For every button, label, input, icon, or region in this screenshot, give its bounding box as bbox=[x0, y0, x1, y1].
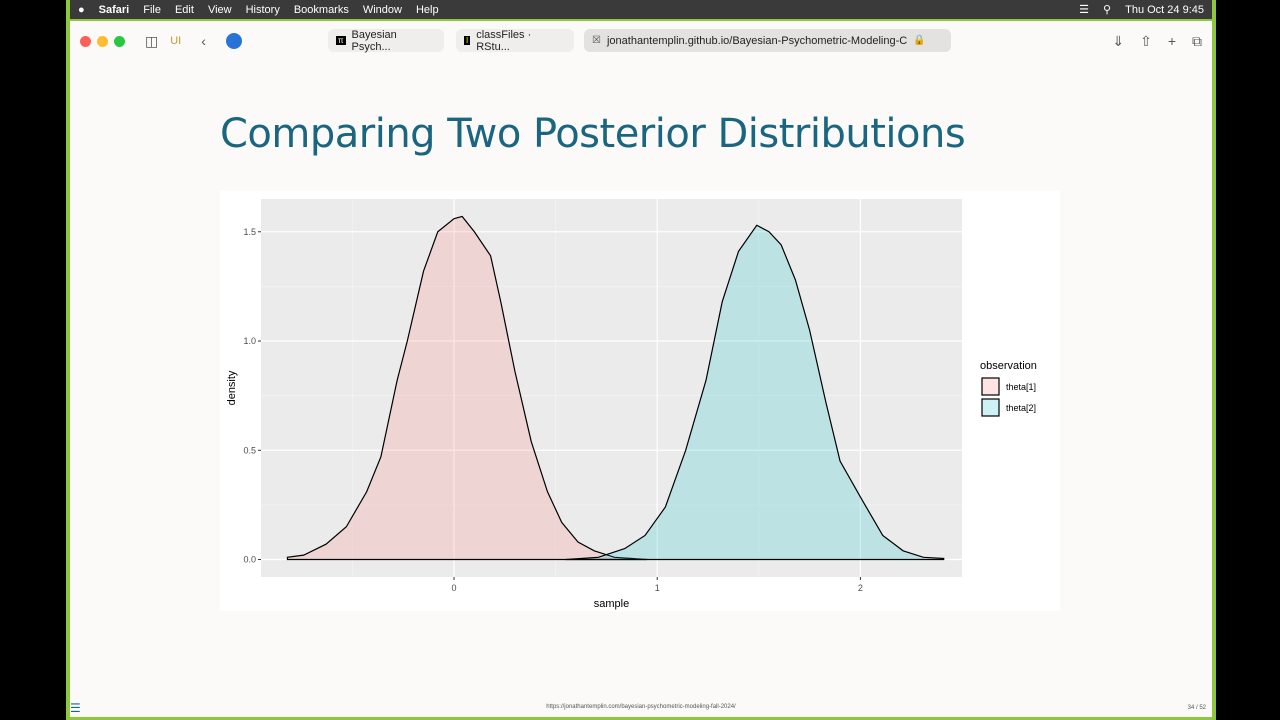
share-icon[interactable]: ⇧ bbox=[1140, 32, 1152, 49]
menu-app[interactable]: Safari bbox=[98, 3, 130, 16]
url-text[interactable]: jonathantemplin.github.io/Bayesian-Psych… bbox=[606, 34, 908, 47]
menu-history[interactable]: History bbox=[245, 3, 280, 16]
menu-bookmarks[interactable]: Bookmarks bbox=[293, 3, 349, 16]
new-tab-icon[interactable]: + bbox=[1167, 32, 1176, 49]
wifi-icon[interactable]: ☰ bbox=[1079, 4, 1090, 16]
menu-edit[interactable]: Edit bbox=[174, 3, 194, 16]
tabs-overview-icon[interactable]: ⧉ bbox=[1192, 32, 1202, 49]
slide-title: Comparing Two Posterior Distributions bbox=[220, 111, 966, 157]
menu-help[interactable]: Help bbox=[415, 3, 439, 16]
y-tick-label: 1.0 bbox=[243, 336, 256, 346]
close-button[interactable] bbox=[80, 35, 91, 47]
zoom-button[interactable] bbox=[114, 35, 125, 47]
y-tick-label: 1.5 bbox=[243, 227, 256, 237]
slide-number: 34 / 52 bbox=[1187, 705, 1206, 711]
extension-icon[interactable] bbox=[225, 33, 242, 49]
x-tick-label: 2 bbox=[858, 583, 863, 593]
favicon-icon: π bbox=[336, 36, 346, 45]
menu-view[interactable]: View bbox=[207, 3, 232, 16]
x-axis-label: sample bbox=[594, 598, 629, 610]
sidebar-icon[interactable]: ◫ bbox=[145, 32, 159, 49]
density-plot: 0 1 2 0.0 0.5 1.0 1.5 sample density observation t… bbox=[220, 191, 1060, 611]
tab-bayesian[interactable]: π Bayesian Psych... bbox=[328, 28, 444, 53]
legend-key bbox=[981, 377, 1000, 396]
close-tab-icon[interactable]: ☒ bbox=[592, 35, 601, 46]
legend-title: observation bbox=[980, 360, 1037, 372]
x-tick-label: 0 bbox=[452, 583, 457, 593]
profile-button[interactable]: UI bbox=[170, 35, 182, 47]
legend-label: theta[1] bbox=[1006, 382, 1036, 392]
plot-panel bbox=[261, 199, 962, 577]
menu-bar: ● Safari File Edit View History Bookmark… bbox=[70, 0, 1212, 19]
download-icon[interactable]: ⇓ bbox=[1112, 32, 1125, 49]
slide-menu-icon[interactable]: ☰ bbox=[70, 701, 81, 715]
legend-key bbox=[981, 398, 1000, 417]
lock-icon: 🔒 bbox=[913, 35, 926, 46]
density-chart: 0 1 2 0.0 0.5 1.0 1.5 sample density observation t… bbox=[226, 199, 1037, 610]
menu-file[interactable]: File bbox=[143, 3, 161, 16]
apple-icon[interactable]: ● bbox=[78, 3, 85, 16]
search-icon[interactable]: ⚲ bbox=[1103, 4, 1112, 16]
tab-active-url[interactable]: ☒ jonathantemplin.github.io/Bayesian-Psyc… bbox=[584, 29, 951, 52]
tab-label: Bayesian Psych... bbox=[351, 28, 397, 53]
y-tick-label: 0.5 bbox=[243, 445, 256, 455]
favicon-icon: I bbox=[464, 36, 471, 45]
density-2 bbox=[565, 224, 945, 561]
legend-key-bg bbox=[982, 378, 999, 395]
clock[interactable]: Thu Oct 24 9:45 bbox=[1125, 3, 1204, 16]
tab-label: classFiles · RStu... bbox=[476, 28, 532, 53]
menu-window[interactable]: Window bbox=[362, 3, 402, 16]
footer-url[interactable]: https://jonathantemplin.com/bayesian-psy… bbox=[546, 704, 736, 710]
back-icon[interactable]: ‹ bbox=[201, 33, 206, 49]
legend-key-bg bbox=[982, 399, 999, 416]
x-tick-label: 1 bbox=[655, 583, 660, 593]
legend-label: theta[2] bbox=[1006, 403, 1036, 413]
minimize-button[interactable] bbox=[97, 35, 108, 47]
y-tick-label: 0.0 bbox=[243, 555, 256, 565]
y-axis-label: density bbox=[226, 370, 238, 405]
slide: Comparing Two Posterior Distributions 0 1… bbox=[70, 61, 1212, 717]
density-1 bbox=[286, 215, 648, 561]
